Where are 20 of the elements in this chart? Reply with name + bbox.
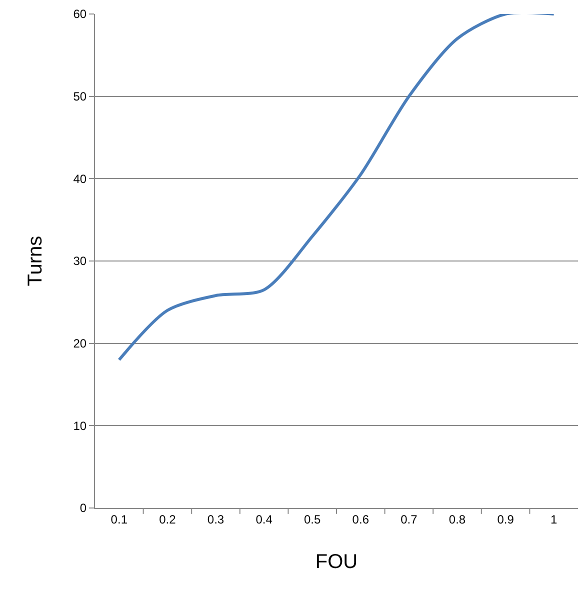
line-series [118, 14, 556, 362]
x-tick-label: 0.7 [400, 512, 418, 526]
y-tick-label: 50 [73, 90, 87, 104]
x-tick-label: 0.4 [256, 512, 273, 526]
y-axis-title: Turns [24, 236, 47, 286]
x-tick-label: 0.5 [304, 512, 322, 526]
y-tick-label: 30 [73, 254, 87, 268]
y-tick-label: 40 [73, 172, 87, 186]
x-tick-label: 0.6 [352, 512, 370, 526]
x-tick-label: 1 [550, 512, 558, 526]
x-tick-label: 0.2 [159, 512, 176, 526]
x-tick-label: 0.8 [448, 512, 466, 526]
x-tick-label: 0.1 [110, 512, 128, 526]
y-tick-label: 60 [73, 7, 87, 22]
y-tick-label: 10 [73, 418, 87, 433]
x-tick-label: 0.9 [497, 512, 514, 526]
y-tick-label: 0 [80, 501, 87, 516]
y-tick-label: 20 [73, 336, 87, 351]
x-tick-label: 0.3 [207, 512, 224, 526]
x-axis-title: FOU [315, 550, 358, 573]
